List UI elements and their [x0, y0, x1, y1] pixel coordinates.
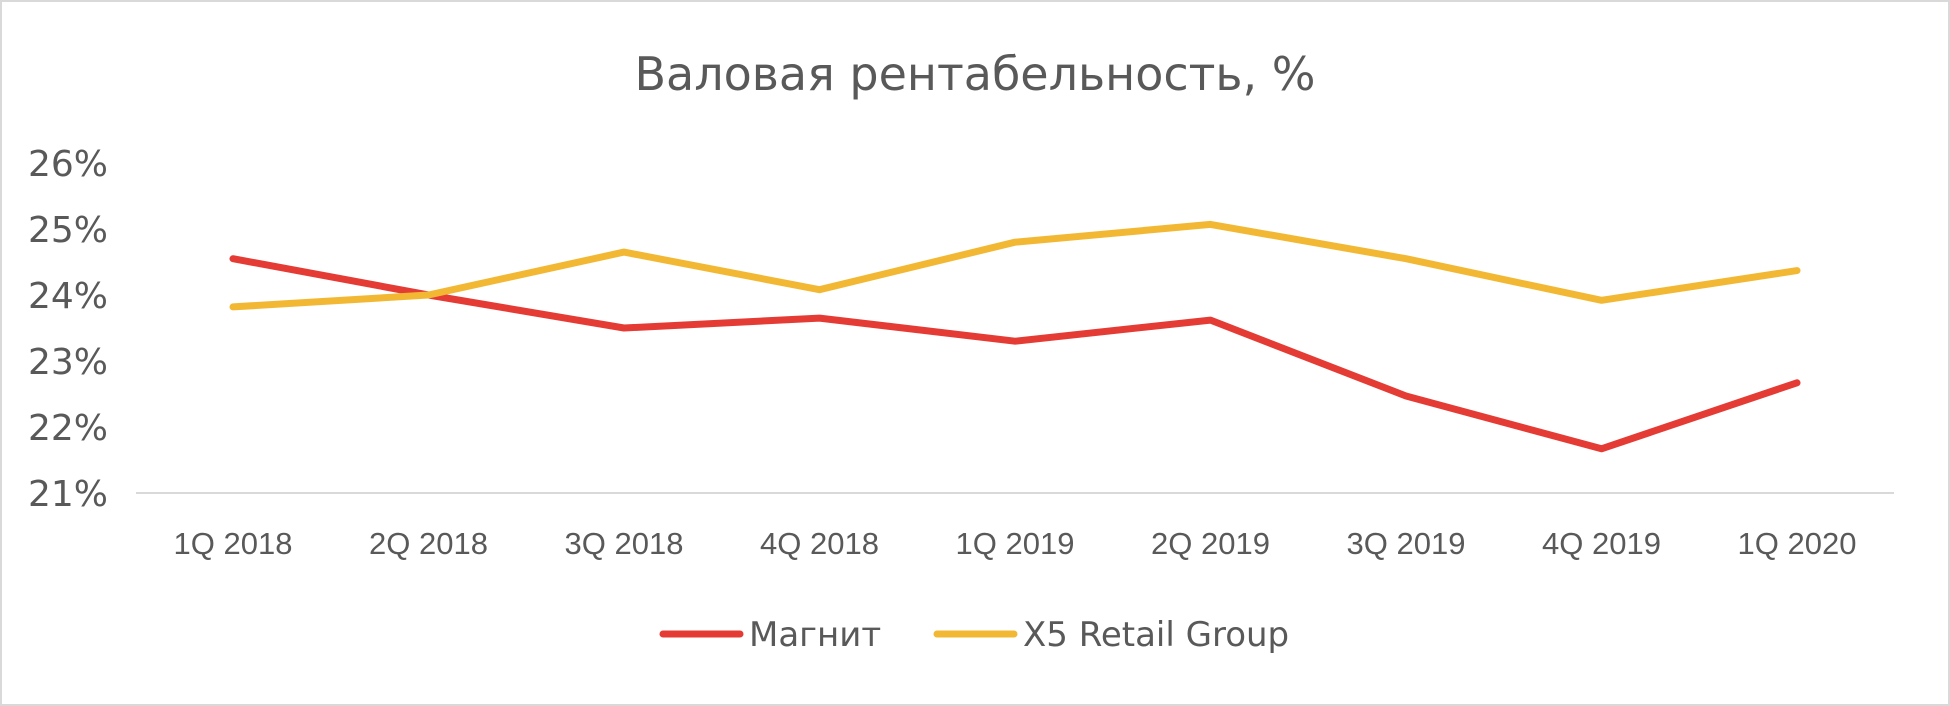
- legend-label: X5 Retail Group: [1023, 615, 1289, 655]
- x-tick-label: 1Q 2018: [174, 526, 293, 561]
- legend-label: Магнит: [749, 615, 881, 655]
- y-tick-label: 24%: [28, 276, 108, 317]
- series-line-x5-retail-group: [229, 220, 1801, 311]
- y-tick-label: 26%: [28, 144, 108, 185]
- x-tick-label: 2Q 2018: [369, 526, 488, 561]
- y-tick-label: 23%: [28, 342, 108, 383]
- series-lines: [229, 220, 1801, 453]
- y-tick-label: 25%: [28, 210, 108, 251]
- x-tick-label: 4Q 2019: [1542, 526, 1661, 561]
- legend: Магнит X5 Retail Group: [659, 615, 1289, 655]
- x-tick-label: 4Q 2018: [760, 526, 879, 561]
- y-tick-label: 21%: [28, 474, 108, 515]
- x-tick-label: 2Q 2019: [1151, 526, 1270, 561]
- y-tick-label: 22%: [28, 408, 108, 449]
- x-tick-label: 1Q 2020: [1738, 526, 1857, 561]
- x-tick-label: 1Q 2019: [956, 526, 1075, 561]
- x-axis: 1Q 2018 2Q 2018 3Q 2018 4Q 2018 1Q 2019 2Q 20…: [174, 526, 1857, 561]
- y-axis: 21% 22% 23% 24% 25% 26%: [28, 144, 108, 515]
- x-tick-label: 3Q 2019: [1347, 526, 1466, 561]
- chart-title: Валовая рентабельность, %: [635, 47, 1316, 101]
- x-tick-label: 3Q 2018: [565, 526, 684, 561]
